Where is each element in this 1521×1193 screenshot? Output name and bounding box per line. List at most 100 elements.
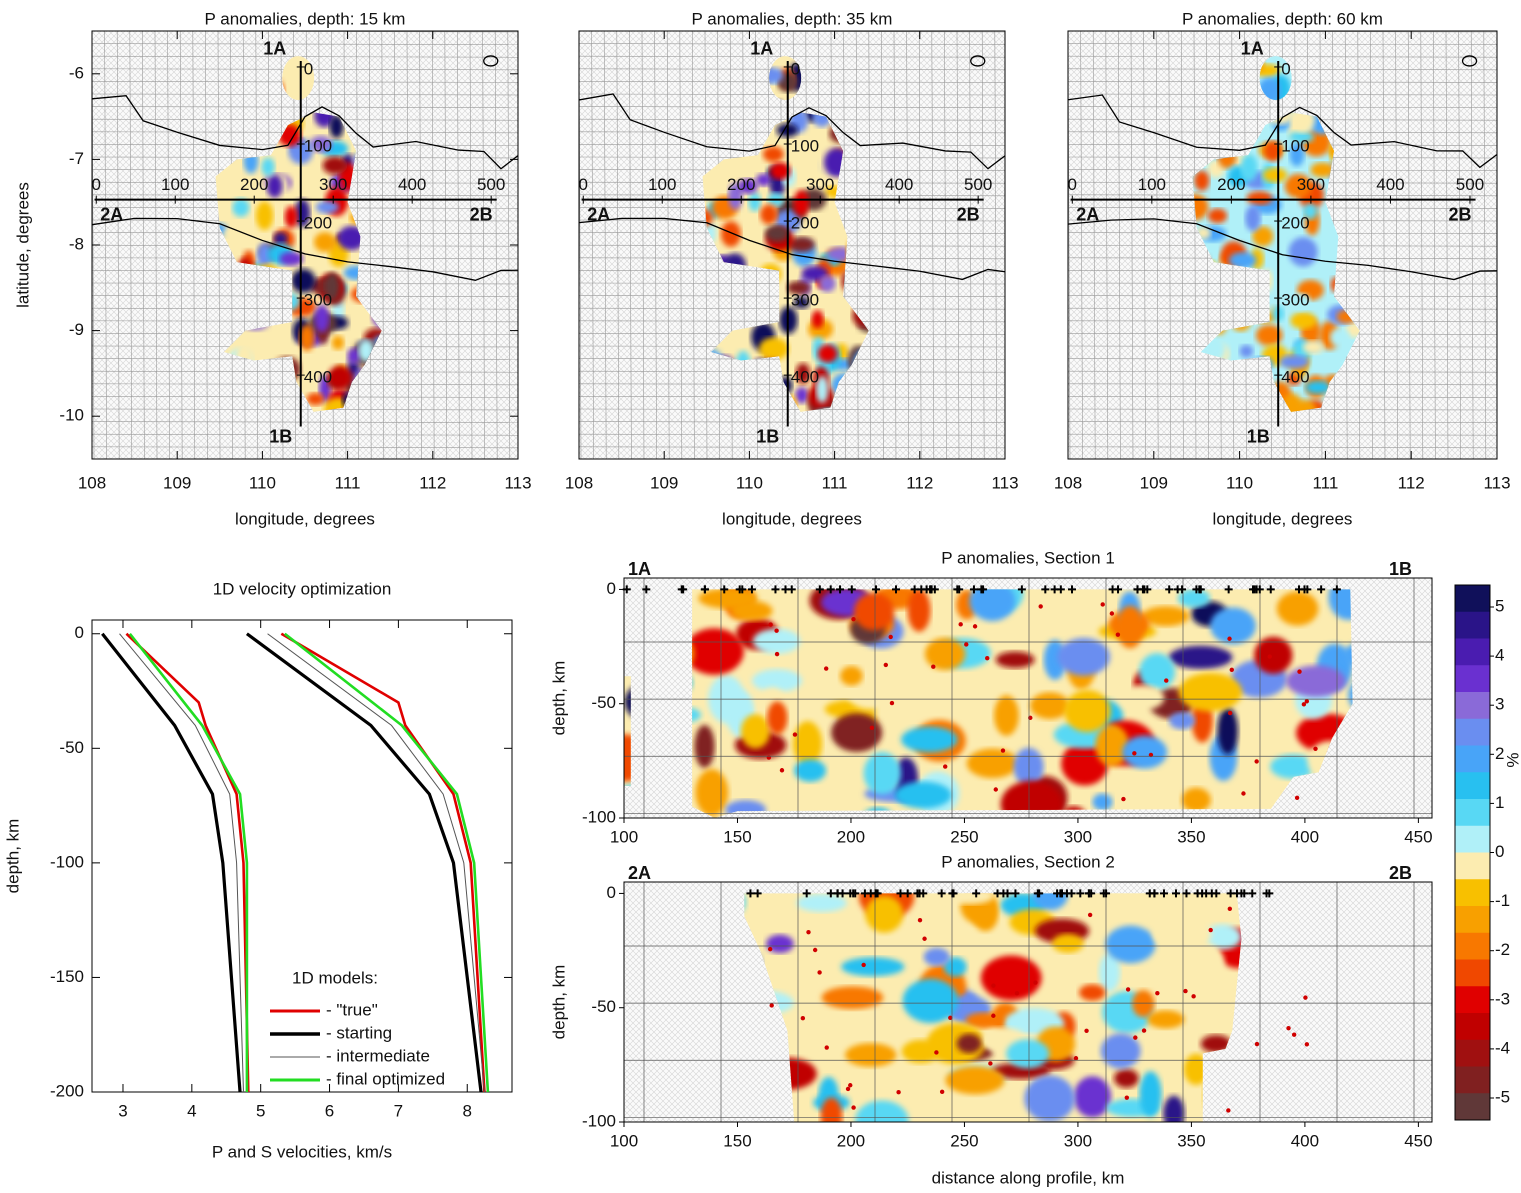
map-graticule bbox=[482, 30, 485, 460]
anomaly-blob bbox=[748, 192, 761, 212]
colorbar-tick-label: -1 bbox=[1495, 891, 1510, 910]
profile-tick-label: 300 bbox=[791, 291, 819, 310]
station-marker bbox=[1056, 889, 1065, 898]
map-title: P anomalies, depth: 15 km bbox=[205, 9, 406, 28]
plot-frame bbox=[623, 577, 1433, 819]
y-axis-label: depth, km bbox=[549, 661, 568, 736]
station-marker bbox=[836, 585, 845, 594]
event-marker bbox=[824, 1045, 829, 1050]
station-marker bbox=[826, 585, 835, 594]
station-marker bbox=[1003, 889, 1012, 898]
y-tick-label: -100 bbox=[50, 852, 84, 871]
x-tick-label: 5 bbox=[256, 1101, 265, 1120]
velocity-curve bbox=[128, 632, 249, 1092]
event-marker bbox=[964, 642, 969, 647]
colorbar-band bbox=[1455, 585, 1490, 613]
anomaly-blob bbox=[1024, 1075, 1075, 1122]
map-graticule bbox=[381, 30, 385, 460]
anomaly-blob bbox=[1207, 208, 1228, 224]
event-marker bbox=[812, 947, 818, 953]
anomaly-blob bbox=[337, 225, 366, 251]
x-tick-label: 8 bbox=[463, 1101, 472, 1120]
anomaly-blob bbox=[293, 168, 320, 194]
x-tick-label: 113 bbox=[1483, 473, 1510, 492]
profile-tick-label: 300 bbox=[1281, 291, 1309, 310]
anomaly-blob bbox=[1147, 1010, 1185, 1029]
x-tick-label: 400 bbox=[1291, 827, 1319, 846]
colorbar-band bbox=[1455, 665, 1490, 693]
event-marker bbox=[1291, 1032, 1297, 1037]
map-graticule bbox=[1470, 30, 1474, 460]
anomaly-blob bbox=[796, 893, 847, 913]
x-tick-label: 108 bbox=[78, 473, 106, 492]
x-tick-label: 300 bbox=[1064, 827, 1092, 846]
anomaly-blob bbox=[223, 227, 245, 240]
anomaly-blob bbox=[1113, 1068, 1139, 1088]
colorbar-tick-label: -3 bbox=[1495, 989, 1510, 1008]
station-marker bbox=[1255, 585, 1264, 594]
y-tick-label: -50 bbox=[591, 693, 616, 712]
station-marker bbox=[1178, 585, 1187, 594]
anomaly-blob bbox=[1328, 589, 1353, 620]
station-marker bbox=[872, 585, 881, 594]
island bbox=[970, 55, 986, 67]
colorbar-band bbox=[1455, 879, 1490, 907]
anomaly-blob bbox=[907, 589, 931, 632]
anomaly-blob bbox=[1122, 735, 1168, 769]
anomaly-blob bbox=[980, 955, 1042, 1001]
anomaly-blob bbox=[1270, 754, 1316, 779]
anomaly-blob bbox=[1254, 636, 1293, 674]
map-graticule bbox=[1344, 30, 1348, 460]
profile-tick-label: 400 bbox=[1376, 175, 1404, 194]
profile-tick-label: 100 bbox=[304, 136, 332, 155]
x-axis-label: longitude, degrees bbox=[235, 509, 375, 528]
profile-tick-label: 500 bbox=[1456, 175, 1484, 194]
legend-label: - final optimized bbox=[326, 1069, 445, 1088]
station-marker bbox=[1265, 889, 1274, 898]
anomaly-blob bbox=[1079, 984, 1106, 1001]
anomaly-blob bbox=[232, 198, 250, 217]
x-tick-label: 4 bbox=[187, 1101, 196, 1120]
station-marker bbox=[910, 585, 919, 594]
anomaly-blob bbox=[995, 651, 1035, 668]
profile-tick-label: 0 bbox=[92, 175, 101, 194]
event-marker bbox=[1038, 604, 1043, 609]
anomaly-blob bbox=[294, 198, 311, 228]
event-marker bbox=[1286, 1025, 1291, 1031]
event-marker bbox=[1133, 1035, 1138, 1040]
profile-tick-label: 400 bbox=[1281, 368, 1309, 387]
anomaly-blob bbox=[1310, 162, 1335, 178]
coastline bbox=[1067, 218, 1498, 281]
map-graticule bbox=[1067, 433, 1498, 436]
anomaly-blob bbox=[902, 978, 959, 1023]
x-tick-label: 112 bbox=[419, 473, 446, 492]
event-marker bbox=[1241, 791, 1246, 796]
station-marker bbox=[849, 889, 858, 898]
anomaly-blob bbox=[1181, 787, 1211, 813]
y-axis-label: depth, km bbox=[3, 819, 22, 894]
event-marker bbox=[896, 1090, 901, 1095]
map-graticule bbox=[679, 30, 683, 460]
anomaly-blob bbox=[1183, 943, 1225, 980]
colorbar-tick-label: 0 bbox=[1495, 842, 1504, 861]
anomaly-blob bbox=[794, 759, 827, 782]
x-tick-label: 108 bbox=[565, 473, 593, 492]
map-graticule bbox=[855, 30, 859, 460]
event-marker bbox=[1100, 602, 1105, 607]
colorbar-band bbox=[1455, 718, 1490, 746]
station-marker bbox=[1193, 889, 1202, 898]
anomaly-blob bbox=[865, 895, 904, 933]
event-marker bbox=[774, 651, 780, 657]
anomaly-blob bbox=[1252, 226, 1274, 247]
anomaly-blob bbox=[1139, 1071, 1162, 1118]
map-graticule bbox=[1067, 43, 1498, 45]
y-tick-label: 0 bbox=[75, 623, 84, 642]
anomaly-blob bbox=[695, 769, 729, 817]
plot-frame bbox=[91, 619, 513, 1093]
anomaly-blob bbox=[1132, 990, 1155, 1018]
anomaly-blob bbox=[811, 310, 824, 329]
event-marker bbox=[1183, 988, 1188, 994]
section-end-label: 2A bbox=[628, 863, 651, 883]
anomaly-blob bbox=[731, 600, 773, 621]
